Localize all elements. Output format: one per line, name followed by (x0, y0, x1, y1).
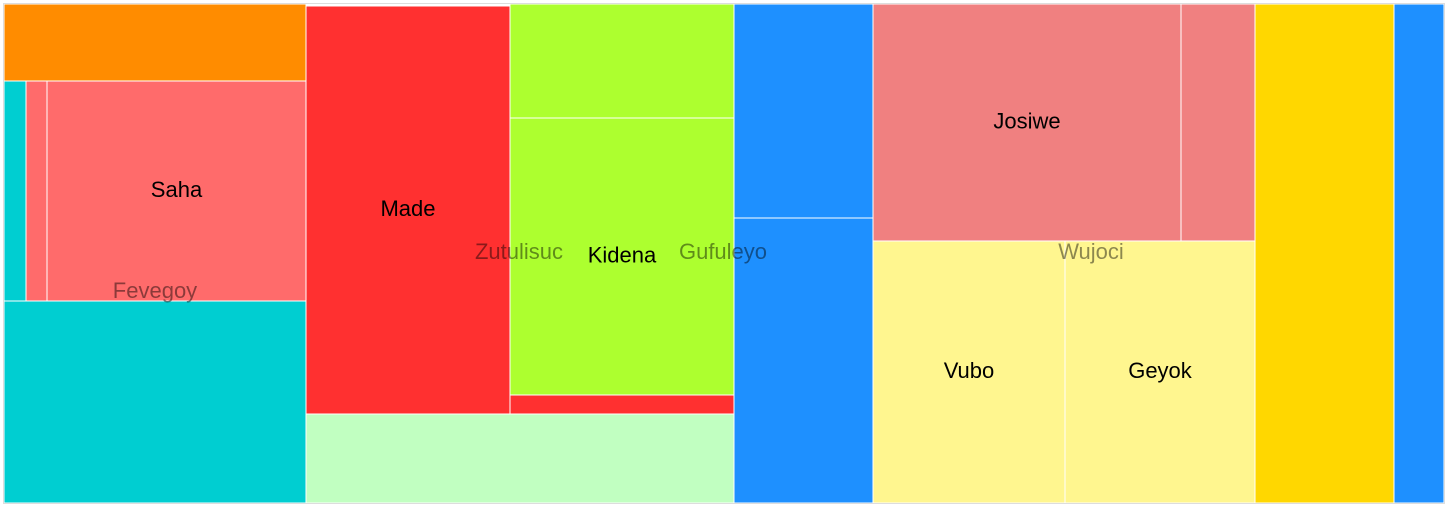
treemap-cell (1254, 3, 1395, 504)
treemap-cell (3, 300, 307, 504)
cell-label-saha: Saha (151, 177, 203, 202)
treemap-cells (3, 3, 1445, 504)
cell-label-made: Made (380, 196, 435, 221)
treemap-cell-kidena (509, 117, 735, 396)
group-label-fevegoy: Fevegoy (113, 278, 197, 303)
treemap-cell-made (305, 5, 511, 415)
treemap-cell (3, 80, 27, 302)
treemap-labels: Saha Made Kidena Josiwe Vubo Geyok Fevegoy Zutu… (113, 108, 1193, 383)
treemap-cell (1393, 3, 1445, 504)
treemap-cell (509, 3, 735, 119)
group-label-zutulisuc: Zutulisuc (475, 239, 563, 264)
treemap-cell (509, 394, 735, 415)
cell-label-kidena: Kidena (588, 242, 657, 267)
treemap-cell (25, 80, 48, 302)
treemap-cell-geyok (1064, 240, 1256, 504)
treemap-cell (733, 217, 874, 504)
treemap-cell (1180, 3, 1256, 242)
cell-label-vubo: Vubo (944, 358, 995, 383)
treemap-cell (733, 3, 874, 219)
treemap-cell-josiwe (872, 3, 1182, 242)
group-label-wujoci: Wujoci (1058, 239, 1124, 264)
group-label-gufuleyo: Gufuleyo (679, 239, 767, 264)
cell-label-geyok: Geyok (1128, 358, 1193, 383)
plot-frame (3, 3, 1445, 504)
treemap-cell (305, 413, 735, 504)
cell-label-josiwe: Josiwe (993, 108, 1060, 133)
treemap-cell (3, 3, 307, 82)
